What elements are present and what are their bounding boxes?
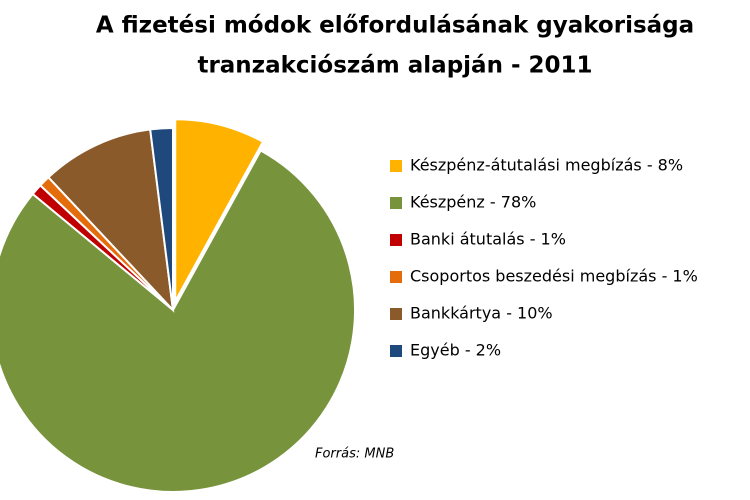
legend-label: Bankkártya - 10% bbox=[410, 304, 553, 323]
pie-slice bbox=[149, 126, 174, 311]
legend-label: Banki átutalás - 1% bbox=[410, 230, 566, 249]
legend-label: Készpénz - 78% bbox=[410, 193, 536, 212]
chart-title: tranzakciószám alapján - 2011 bbox=[197, 53, 592, 79]
pie-slice bbox=[0, 149, 356, 493]
chart-title: A fizetési módok előfordulásának gyakori… bbox=[96, 13, 694, 39]
legend-swatch bbox=[390, 271, 402, 283]
source-note: Forrás: MNB bbox=[315, 447, 394, 462]
legend-swatch bbox=[390, 345, 402, 357]
legend-swatch bbox=[390, 197, 402, 209]
legend-swatch bbox=[390, 308, 402, 320]
legend-swatch bbox=[390, 160, 402, 172]
legend-label: Csoportos beszedési megbízás - 1% bbox=[410, 267, 698, 286]
pie-slice bbox=[46, 128, 175, 313]
legend-label: Készpénz-átutalási megbízás - 8% bbox=[410, 156, 683, 175]
legend-label: Egyéb - 2% bbox=[410, 341, 501, 360]
legend-swatch bbox=[390, 234, 402, 246]
pie-slice bbox=[174, 118, 265, 302]
